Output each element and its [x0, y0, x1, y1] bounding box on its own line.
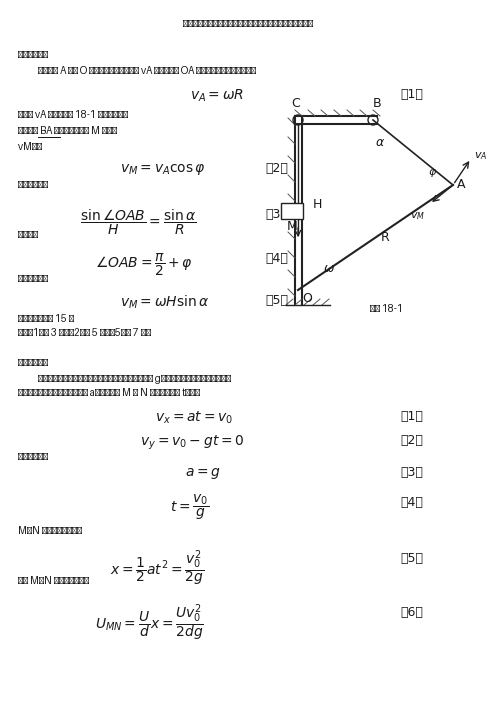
Text: （6）: （6） [400, 606, 423, 619]
Text: A: A [457, 178, 466, 192]
Text: $\varphi$: $\varphi$ [428, 167, 437, 179]
Text: $v_A$: $v_A$ [474, 151, 487, 162]
Text: $v_A = \omega R$: $v_A = \omega R$ [190, 88, 244, 105]
Text: C: C [292, 97, 301, 110]
Text: $v_x = at = v_0$: $v_x = at = v_0$ [155, 410, 233, 426]
Text: （3）: （3） [400, 466, 423, 479]
Text: $U_{MN} = \dfrac{U}{d}x = \dfrac{Uv_0^2}{2dg}$: $U_{MN} = \dfrac{U}{d}x = \dfrac{Uv_0^2}… [95, 602, 204, 643]
Text: $\alpha$: $\alpha$ [375, 135, 385, 149]
Text: $\dfrac{\sin\angle OAB}{H} = \dfrac{\sin\alpha}{R}$: $\dfrac{\sin\angle OAB}{H} = \dfrac{\sin… [80, 208, 196, 237]
Text: （2）: （2） [400, 434, 423, 447]
Text: （5）: （5） [400, 552, 423, 565]
Text: $t = \dfrac{v_0}{g}$: $t = \dfrac{v_0}{g}$ [170, 492, 209, 522]
Text: （2）: （2） [265, 162, 288, 175]
Text: $\angle OAB = \dfrac{\pi}{2} + \varphi$: $\angle OAB = \dfrac{\pi}{2} + \varphi$ [95, 252, 193, 278]
Text: R: R [380, 231, 389, 244]
Text: M: M [287, 220, 298, 234]
Text: $\omega$: $\omega$ [323, 262, 335, 274]
Text: （4）: （4） [265, 252, 288, 265]
Text: （3）: （3） [265, 208, 288, 221]
Text: （1）: （1） [400, 410, 423, 423]
Text: $a = g$: $a = g$ [185, 466, 221, 481]
Text: $v_y = v_0 - gt = 0$: $v_y = v_0 - gt = 0$ [140, 434, 245, 452]
Text: B: B [372, 97, 381, 110]
Text: $v_M$: $v_M$ [410, 210, 425, 222]
Bar [281, 203, 303, 219]
Text: （4）: （4） [400, 496, 423, 509]
Text: H: H [312, 199, 322, 211]
Text: O: O [302, 292, 312, 305]
Text: （1）: （1） [400, 88, 423, 101]
Text: $v_M = \omega H\sin\alpha$: $v_M = \omega H\sin\alpha$ [120, 294, 209, 312]
Text: $x = \dfrac{1}{2}at^2 = \dfrac{v_0^2}{2g}$: $x = \dfrac{1}{2}at^2 = \dfrac{v_0^2}{2g… [110, 548, 204, 588]
Text: （5）: （5） [265, 294, 288, 307]
Text: $v_M = v_A\cos\varphi$: $v_M = v_A\cos\varphi$ [120, 162, 206, 177]
